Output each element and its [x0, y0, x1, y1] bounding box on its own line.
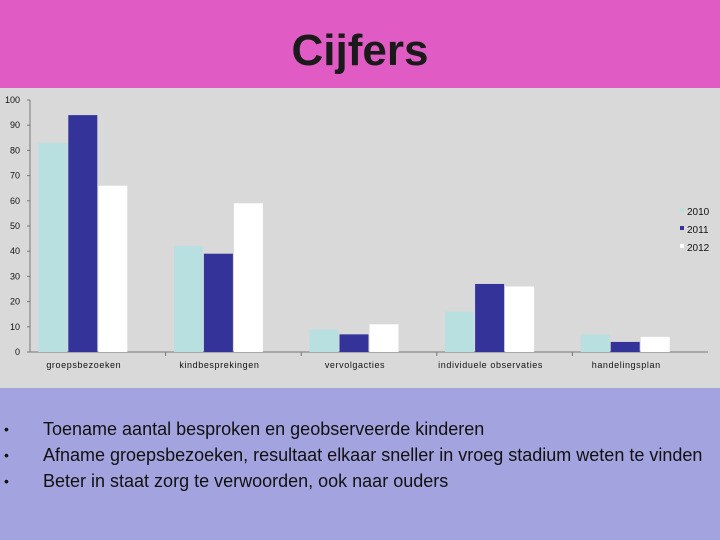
bar-2010	[309, 329, 339, 352]
x-category-label: individuele observaties	[438, 360, 543, 370]
bullet-text: Toename aantal besproken en geobserveerd…	[43, 419, 485, 439]
slide-title: Cijfers	[291, 26, 429, 75]
y-tick-label: 30	[10, 271, 20, 281]
bar-2010	[580, 334, 610, 352]
y-tick-label: 10	[10, 322, 20, 332]
bullet-item: • Toename aantal besproken en geobserveer…	[0, 416, 720, 442]
bar-2012	[640, 336, 670, 352]
bar-2011	[68, 115, 98, 353]
legend-label: 2012	[687, 243, 710, 254]
y-tick-label: 50	[10, 221, 20, 231]
bullet-panel	[0, 388, 720, 540]
y-tick-label: 40	[10, 246, 20, 256]
bar-2011	[610, 341, 640, 352]
bar-2012	[369, 324, 399, 352]
bar-2011	[203, 253, 233, 352]
x-category-label: kindbesprekingen	[179, 360, 259, 370]
y-tick-label: 60	[10, 196, 20, 206]
bar-chart: 0 10 20 30 40 50 60 70 80 90 100 groepsbezoeken kind…	[5, 95, 710, 370]
legend-swatch	[680, 226, 684, 230]
y-tick-label: 80	[10, 145, 20, 155]
y-tick-label: 0	[15, 347, 20, 357]
bar-2012	[233, 203, 263, 352]
bar-2010	[173, 246, 203, 352]
bar-2011	[339, 334, 369, 352]
legend-swatch	[680, 208, 684, 212]
x-category-label: vervolgacties	[325, 360, 385, 370]
bar-2010	[445, 311, 475, 352]
bullet-dot: •	[4, 473, 9, 489]
legend-label: 2010	[687, 207, 710, 218]
x-category-label: handelingsplan	[592, 360, 661, 370]
y-tick-label: 100	[5, 95, 20, 105]
title-bar	[0, 0, 720, 88]
bullet-text: Afname groepsbezoeken, resultaat elkaar …	[43, 445, 703, 465]
bullet-dot: •	[4, 447, 9, 463]
bullet-item: • Beter in staat zorg te verwoorden, ook …	[0, 468, 720, 494]
bar-2011	[475, 283, 505, 352]
y-tick-label: 70	[10, 171, 20, 181]
bullet-dot: •	[4, 421, 9, 437]
legend-swatch	[680, 244, 684, 248]
bar-2012	[505, 286, 535, 352]
y-tick-label: 20	[10, 297, 20, 307]
bullet-text: Beter in staat zorg te verwoorden, ook n…	[43, 471, 449, 491]
bullet-list: • Toename aantal besproken en geobserveer…	[0, 416, 720, 494]
legend-label: 2011	[687, 225, 709, 236]
bar-2010	[38, 142, 68, 352]
x-category-label: groepsbezoeken	[46, 360, 121, 370]
bullet-item: • Afname groepsbezoeken, resultaat elkaar…	[0, 442, 720, 468]
y-tick-label: 90	[10, 120, 20, 130]
bar-2012	[98, 185, 128, 352]
